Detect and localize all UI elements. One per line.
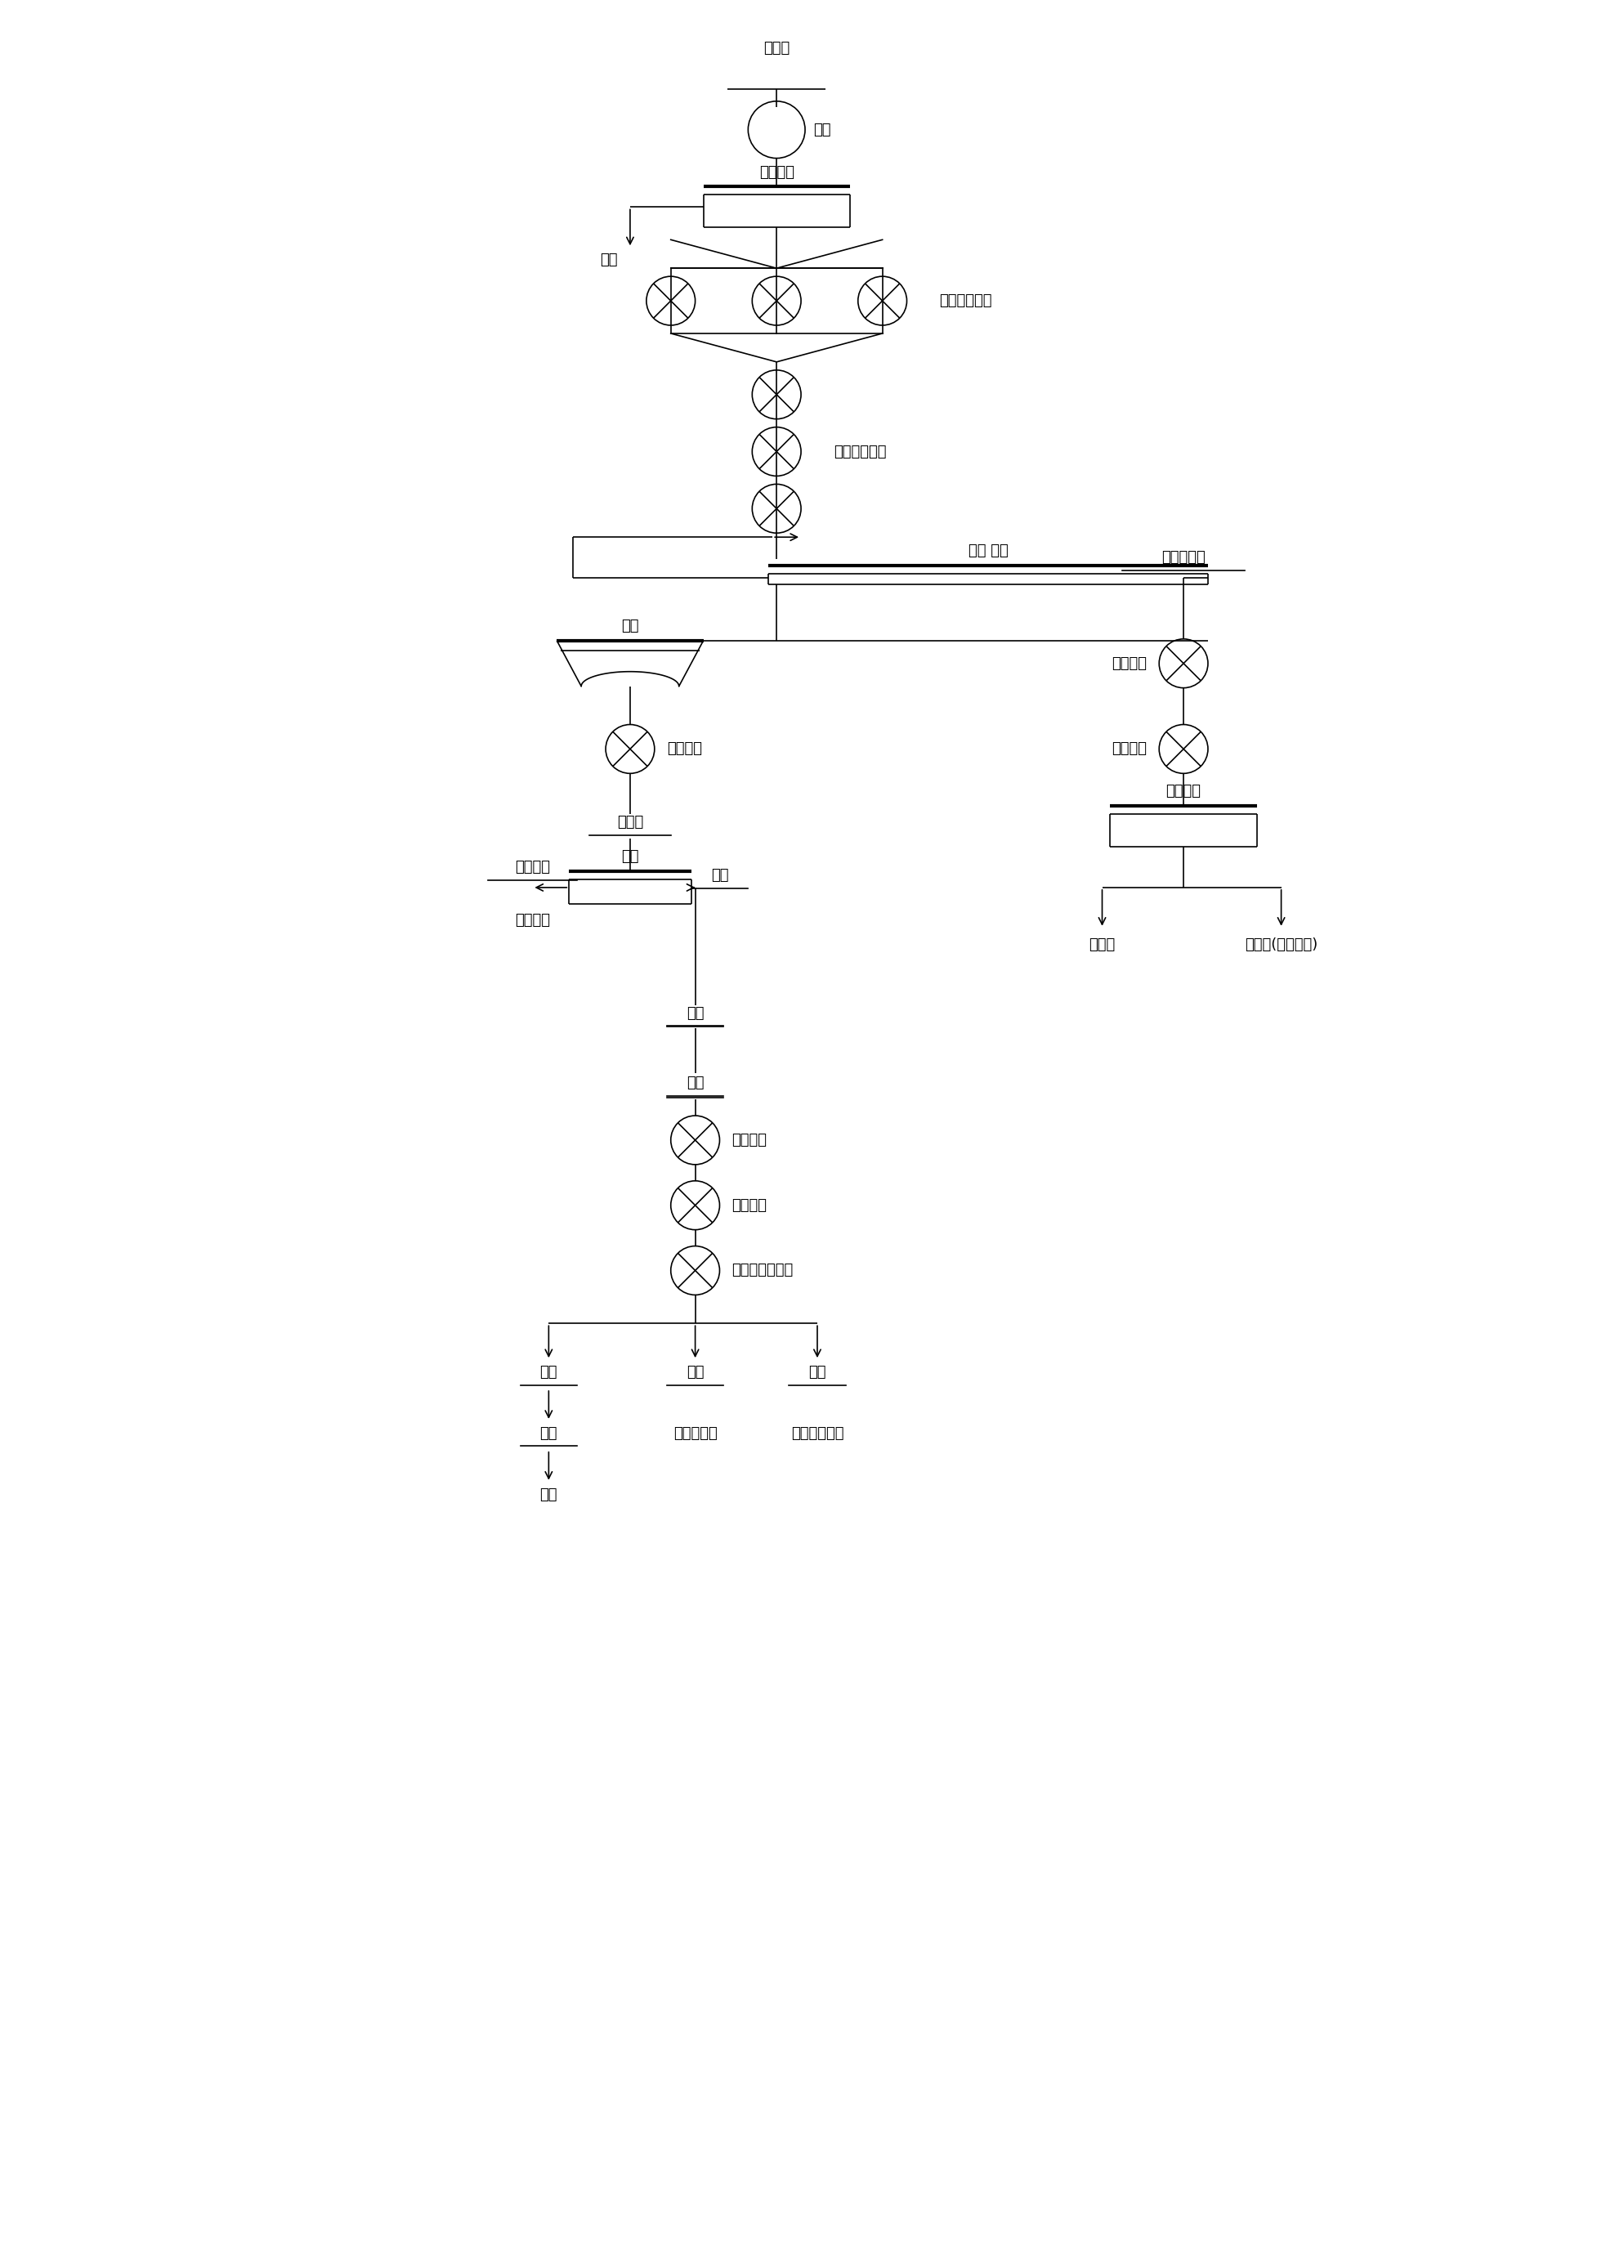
Text: 尾矿库堆存: 尾矿库堆存 (674, 1427, 718, 1440)
Text: 焙烧: 焙烧 (622, 848, 638, 864)
Text: 调浆: 调浆 (687, 1075, 703, 1091)
Text: 氧化浸出: 氧化浸出 (732, 1198, 767, 1213)
Text: 一级生物氧化: 一级生物氧化 (939, 293, 992, 308)
Text: 浓密脱药: 浓密脱药 (758, 166, 794, 179)
Text: 金泥: 金泥 (539, 1365, 557, 1379)
Text: 二级生物氧化: 二级生物氧化 (833, 445, 887, 458)
Text: 溢流: 溢流 (601, 252, 617, 268)
Text: 达标排放: 达标排放 (515, 912, 551, 928)
Text: 畁预处理: 畁预处理 (732, 1132, 767, 1148)
Text: 压滤: 压滤 (622, 619, 638, 633)
Text: 焙砂: 焙砂 (711, 869, 729, 882)
Text: 水淣: 水淣 (687, 1007, 703, 1021)
Text: 中和液(返回洗涤): 中和液(返回洗涤) (1244, 937, 1317, 953)
Text: 炭浸或锅粉置换: 炭浸或锅粉置换 (732, 1263, 794, 1277)
Text: 一级中和: 一级中和 (1112, 655, 1147, 671)
Text: 金精矿: 金精矿 (763, 41, 789, 57)
Text: 中和渣: 中和渣 (1090, 937, 1116, 953)
Text: 氧化洗涤液: 氧化洗涤液 (1161, 551, 1205, 565)
Text: 磨矿: 磨矿 (814, 122, 831, 136)
Text: 滤液: 滤液 (809, 1365, 827, 1379)
Text: 三次 洗涤: 三次 洗涤 (968, 544, 1009, 558)
Text: 二级中和: 二级中和 (1112, 742, 1147, 755)
Text: 烟气治理: 烟气治理 (515, 860, 551, 875)
Text: 金钒: 金钒 (539, 1488, 557, 1501)
Text: 返回浸前调浆: 返回浸前调浆 (791, 1427, 843, 1440)
Text: 干燥粉化: 干燥粉化 (667, 742, 702, 755)
Text: 固液分离: 固液分离 (1166, 785, 1202, 798)
Text: 滤渣: 滤渣 (687, 1365, 703, 1379)
Text: 精炼: 精炼 (539, 1427, 557, 1440)
Text: 氧化渣: 氧化渣 (617, 814, 643, 830)
